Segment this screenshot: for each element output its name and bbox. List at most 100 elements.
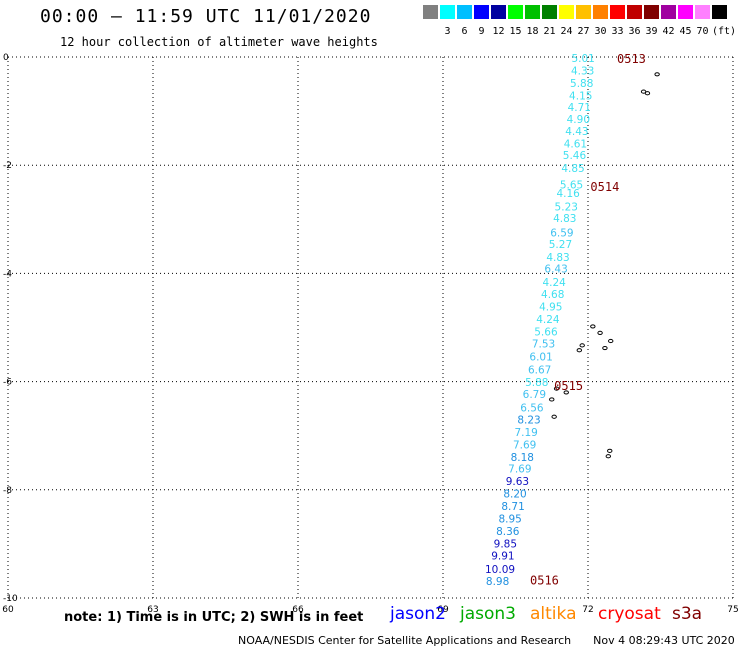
- legend-label: 3: [444, 26, 451, 37]
- wave-height-value: 7.69: [513, 439, 536, 451]
- lat-tick-label: -2: [3, 161, 12, 171]
- wave-height-value: 8.20: [503, 489, 526, 501]
- wave-height-value: 9.91: [491, 550, 514, 562]
- island-outline: [576, 348, 582, 353]
- map-subtitle: 12 hour collection of altimeter wave hei…: [60, 35, 378, 49]
- wave-height-value: 6.67: [528, 365, 551, 377]
- wave-height-value: 4.61: [564, 139, 587, 151]
- wave-height-value: 5.46: [563, 150, 587, 162]
- wave-height-value: 4.15: [569, 90, 592, 102]
- lon-tick-label: 75: [727, 605, 738, 615]
- wave-height-value: 6.43: [544, 264, 567, 276]
- legend-label: 33: [611, 26, 624, 37]
- legend-swatch: [711, 4, 728, 20]
- legend-swatch: [422, 4, 439, 20]
- lon-tick-label: 60: [2, 605, 14, 615]
- wave-height-value: 8.23: [517, 414, 540, 426]
- wave-height-value: 4.95: [539, 301, 562, 313]
- timestamp: Nov 4 08:29:43 UTC 2020: [593, 634, 735, 647]
- legend-swatch: [439, 4, 456, 20]
- wave-height-value: 7.69: [508, 464, 531, 476]
- wave-height-value: 4.24: [542, 277, 566, 289]
- legend-swatch: [575, 4, 592, 20]
- legend-swatch: [660, 4, 677, 20]
- wave-height-value: 6.01: [529, 352, 552, 364]
- wave-height-value: 8.98: [486, 576, 509, 588]
- wave-height-value: 4.68: [541, 289, 564, 301]
- wave-height-value: 5.88: [570, 78, 593, 90]
- wave-height-value: 8.95: [498, 513, 521, 525]
- legend-swatch: [592, 4, 609, 20]
- wave-height-value: 6.59: [550, 227, 573, 239]
- legend-swatch: [490, 4, 507, 20]
- wave-height-value: 8.18: [511, 452, 534, 464]
- legend-label: 15: [509, 26, 522, 37]
- satellite-name: s3a: [672, 604, 703, 624]
- track-time-label: 0513: [617, 52, 646, 66]
- wave-height-value: 10.09: [485, 564, 515, 576]
- wave-height-value: 4.85: [561, 163, 584, 175]
- legend-swatch: [541, 4, 558, 20]
- wave-height-value: 9.85: [494, 538, 517, 550]
- legend-swatch: [456, 4, 473, 20]
- island-outline: [654, 72, 660, 77]
- island-outline: [549, 397, 555, 402]
- island-outline: [579, 343, 585, 348]
- legend-swatch: [507, 4, 524, 20]
- satellite-name: jason3: [460, 604, 516, 624]
- track-time-label: 0514: [590, 180, 619, 194]
- island-outline: [644, 91, 651, 96]
- legend-label: 27: [577, 26, 590, 37]
- island-outline: [608, 338, 614, 344]
- island-outline: [551, 414, 557, 419]
- wave-height-value: 5.65: [560, 180, 583, 192]
- wave-height-value: 4.83: [553, 213, 576, 225]
- wave-height-value: 4.43: [565, 126, 588, 138]
- legend-swatch: [643, 4, 660, 20]
- island-outline: [605, 454, 611, 459]
- island-outline: [590, 324, 596, 329]
- legend-unit: (ft): [711, 26, 737, 37]
- wave-height-value: 4.33: [571, 66, 594, 78]
- legend-swatch: [626, 4, 643, 20]
- lat-tick-label: -8: [3, 486, 12, 496]
- satellite-name: jason2: [390, 604, 446, 624]
- lat-tick-label: 0: [3, 53, 9, 63]
- legend-label: 18: [526, 26, 539, 37]
- wave-height-value: 4.83: [546, 252, 569, 264]
- wave-height-value: 5.23: [555, 201, 578, 213]
- legend-label: 6: [461, 26, 468, 37]
- wave-height-value: 9.63: [506, 476, 529, 488]
- island-outline: [597, 330, 603, 336]
- legend-swatch: [558, 4, 575, 20]
- lon-tick-label: 66: [292, 605, 304, 615]
- island-outline: [602, 345, 608, 351]
- credit-text: NOAA/NESDIS Center for Satellite Applica…: [238, 634, 572, 647]
- wave-height-value: 5.01: [571, 53, 594, 65]
- legend-label: 24: [560, 26, 573, 37]
- track-time-label: 0516: [530, 574, 559, 588]
- track-time-label: 0515: [554, 379, 583, 393]
- legend-label: 12: [492, 26, 505, 37]
- island-outline: [553, 386, 560, 391]
- lon-tick-label: 63: [147, 605, 158, 615]
- lon-tick-label: 72: [582, 605, 593, 615]
- satellite-name: altika: [530, 604, 577, 624]
- wave-height-value: 5.88: [525, 377, 548, 389]
- wave-height-value: 4.24: [536, 314, 560, 326]
- lat-tick-label: -6: [3, 378, 12, 388]
- lat-tick-label: -4: [3, 269, 12, 279]
- legend-swatch: [473, 4, 490, 20]
- legend-label: 9: [478, 26, 485, 37]
- island-outline: [563, 390, 569, 395]
- legend-label: 42: [662, 26, 675, 37]
- wave-height-value: 8.36: [496, 526, 520, 538]
- island-outline: [607, 448, 613, 453]
- legend-label: 30: [594, 26, 607, 37]
- color-legend: 3 6 9 12 15 18 21 24 27 30 33 36 39 42 45 70 (ft): [422, 4, 736, 37]
- satellite-name: cryosat: [598, 604, 661, 624]
- wave-height-value: 8.71: [501, 501, 524, 513]
- wave-height-value: 7.53: [532, 339, 555, 351]
- lat-tick-label: -10: [3, 594, 18, 604]
- legend-label: 45: [679, 26, 692, 37]
